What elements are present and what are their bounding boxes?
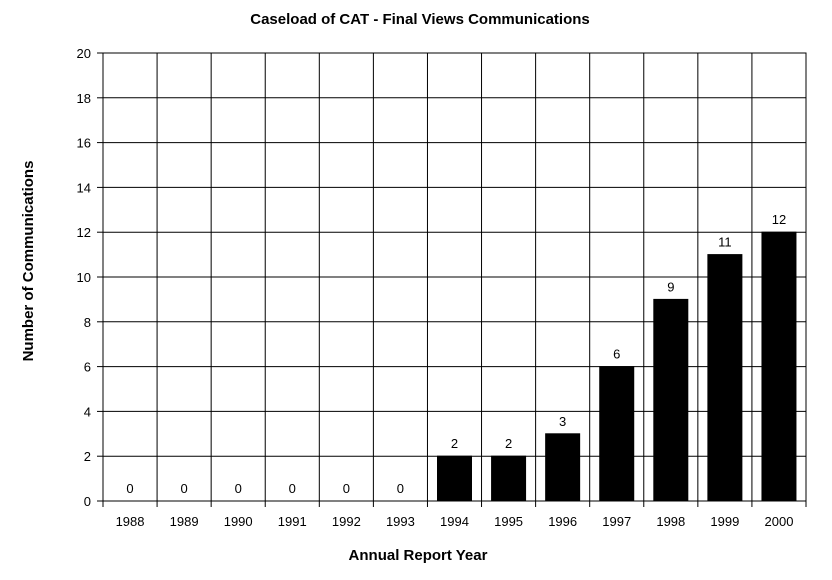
- data-label-1991: 0: [289, 481, 296, 496]
- bar-1994: [437, 455, 472, 502]
- data-label-1992: 0: [343, 481, 350, 496]
- data-label-1988: 0: [126, 481, 133, 496]
- y-tick-label: 14: [77, 180, 91, 195]
- x-tick-label: 1991: [278, 514, 307, 529]
- x-tick-label: 1998: [656, 514, 685, 529]
- data-label-1997: 6: [613, 347, 620, 362]
- x-tick-label: 1997: [602, 514, 631, 529]
- y-axis-ticks: 0 2 4 6 8 10 12 14 16 18 20: [77, 46, 103, 509]
- data-label-1995: 2: [505, 436, 512, 451]
- bar-1999: [707, 254, 743, 502]
- data-labels: 0 0 0 0 0 0 2 2 3 6 9 11 12: [126, 212, 786, 496]
- data-label-1993: 0: [397, 481, 404, 496]
- y-tick-label: 10: [77, 270, 91, 285]
- x-tick-label: 1990: [224, 514, 253, 529]
- x-axis-title: Annual Report Year: [349, 547, 488, 564]
- bar-1997: [599, 366, 635, 502]
- x-tick-label: 1992: [332, 514, 361, 529]
- x-tick-label: 1988: [116, 514, 145, 529]
- data-label-1990: 0: [235, 481, 242, 496]
- x-tick-label: 1995: [494, 514, 523, 529]
- data-label-1996: 3: [559, 414, 566, 429]
- bar-2000: [761, 231, 797, 502]
- data-label-2000: 12: [772, 212, 786, 227]
- chart-title: Caseload of CAT - Final Views Communicat…: [250, 11, 590, 28]
- data-label-1999: 11: [718, 235, 732, 250]
- x-axis-ticks: 1988 1989 1990 1991 1992 1993 1994 1995 1996 1997…: [102, 501, 807, 529]
- x-tick-label: 1993: [386, 514, 415, 529]
- y-tick-label: 2: [84, 449, 91, 464]
- x-tick-label: 2000: [765, 514, 794, 529]
- x-tick-label: 1996: [548, 514, 577, 529]
- y-tick-label: 8: [84, 315, 91, 330]
- y-tick-label: 4: [84, 404, 91, 419]
- data-label-1998: 9: [667, 279, 674, 294]
- y-tick-label: 6: [84, 360, 91, 375]
- gridlines: [102, 52, 807, 502]
- y-tick-label: 18: [77, 91, 91, 106]
- x-tick-label: 1989: [170, 514, 199, 529]
- x-tick-label: 1999: [710, 514, 739, 529]
- plot-area-border: [102, 52, 807, 502]
- bar-1996: [545, 433, 581, 502]
- y-tick-label: 0: [84, 494, 91, 509]
- data-label-1989: 0: [180, 481, 187, 496]
- bar-1998: [653, 298, 689, 502]
- bar-1995: [491, 455, 527, 502]
- y-tick-label: 16: [77, 136, 91, 151]
- y-tick-label: 12: [77, 225, 91, 240]
- data-label-1994: 2: [451, 436, 458, 451]
- x-tick-label: 1994: [440, 514, 469, 529]
- y-axis-title: Number of Communications: [20, 161, 37, 362]
- bars: [437, 231, 797, 502]
- y-tick-label: 20: [77, 46, 91, 61]
